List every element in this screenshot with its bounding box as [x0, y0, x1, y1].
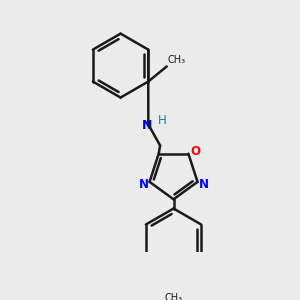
Text: N: N: [198, 178, 208, 191]
Text: O: O: [190, 146, 200, 158]
Text: N: N: [139, 178, 149, 191]
Text: N: N: [142, 119, 153, 132]
Text: H: H: [158, 114, 166, 127]
Text: CH₃: CH₃: [168, 55, 186, 65]
Text: CH₃: CH₃: [164, 293, 183, 300]
